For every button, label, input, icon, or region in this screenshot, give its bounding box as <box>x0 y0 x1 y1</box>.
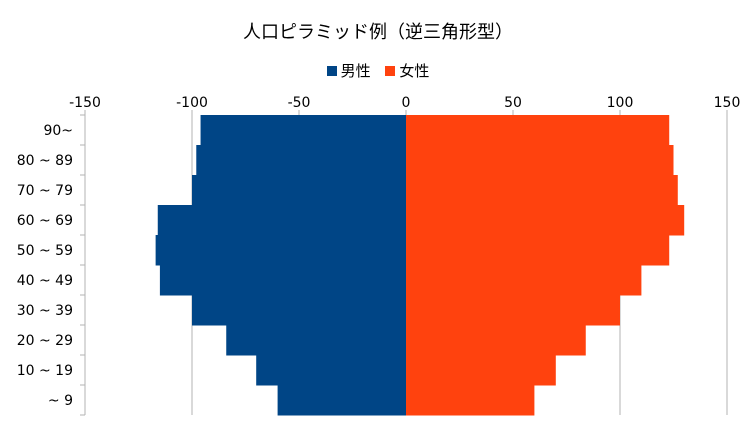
x-tick-label-6: 150 <box>714 95 741 111</box>
bar-male-4 <box>155 235 406 266</box>
bar-male-7 <box>226 325 406 356</box>
bar-male-1 <box>196 145 406 176</box>
y-tick-label-7: 20 ~ 29 <box>17 333 73 349</box>
legend-label-male: 男性 <box>340 62 371 80</box>
legend-swatch-male <box>326 66 337 76</box>
y-tick-label-0: 90~ <box>43 123 73 139</box>
y-tick-label-8: 10 ~ 19 <box>17 363 73 379</box>
bar-female-4 <box>406 235 670 266</box>
x-tick-label-3: 0 <box>402 95 411 111</box>
legend-item-female: 女性 <box>385 60 429 81</box>
bar-male-0 <box>200 115 406 146</box>
y-tick-label-6: 30 ~ 39 <box>17 303 73 319</box>
bar-female-8 <box>406 355 556 386</box>
bar-male-2 <box>192 175 406 206</box>
bar-female-7 <box>406 325 586 356</box>
x-tick-label-0: -150 <box>69 95 101 111</box>
legend: 男性 女性 <box>0 60 756 81</box>
x-tick-label-4: 50 <box>504 95 522 111</box>
y-tick-label-9: ~ 9 <box>48 393 73 409</box>
bar-male-9 <box>277 385 406 416</box>
y-tick-label-1: 80 ~ 89 <box>17 153 73 169</box>
bar-female-2 <box>406 175 678 206</box>
chart-title: 人口ピラミッド例（逆三角形型） <box>243 22 513 43</box>
legend-item-male: 男性 <box>326 60 371 81</box>
bar-female-0 <box>406 115 670 146</box>
bar-female-3 <box>406 205 685 236</box>
x-tick-label-5: 100 <box>607 95 634 111</box>
x-tick-label-1: -100 <box>176 95 208 111</box>
bar-female-5 <box>406 265 642 296</box>
y-tick-label-4: 50 ~ 59 <box>17 243 73 259</box>
bar-female-1 <box>406 145 674 176</box>
bar-male-3 <box>157 205 406 236</box>
bar-male-6 <box>192 295 406 326</box>
legend-swatch-female <box>385 66 396 76</box>
bar-female-9 <box>406 385 535 416</box>
legend-label-female: 女性 <box>399 62 430 80</box>
x-tick-label-2: -50 <box>288 95 311 111</box>
bar-female-6 <box>406 295 620 326</box>
y-tick-label-5: 40 ~ 49 <box>17 273 73 289</box>
y-tick-label-3: 60 ~ 69 <box>17 213 73 229</box>
bar-male-5 <box>159 265 406 296</box>
y-tick-label-2: 70 ~ 79 <box>17 183 73 199</box>
bar-male-8 <box>256 355 406 386</box>
